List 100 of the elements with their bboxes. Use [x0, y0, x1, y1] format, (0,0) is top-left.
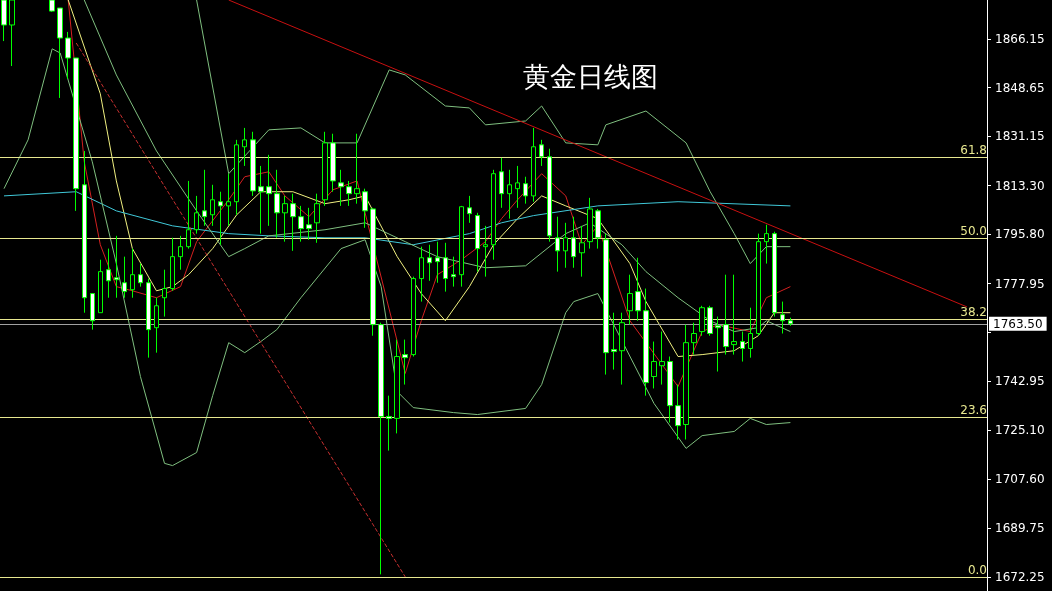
candlestick	[202, 169, 207, 227]
candlestick	[723, 274, 729, 356]
candlestick	[667, 356, 673, 424]
candlestick	[242, 127, 247, 167]
candlestick	[378, 322, 384, 575]
candlestick	[715, 316, 721, 373]
candlestick	[138, 263, 143, 288]
annotation: 50.0	[960, 224, 987, 239]
candlestick	[9, 0, 15, 67]
candlestick	[226, 173, 231, 227]
candlestick	[210, 184, 215, 227]
candlestick	[587, 197, 593, 250]
y-tick-label: 1866.15	[995, 31, 1045, 46]
candlestick	[234, 139, 239, 216]
candlestick	[170, 237, 175, 292]
candlestick	[675, 384, 681, 440]
line-series	[3, 191, 791, 246]
candlestick	[627, 274, 633, 326]
candlestick	[619, 312, 625, 386]
candlestick	[314, 193, 320, 244]
candlestick	[394, 339, 400, 434]
candlestick	[595, 208, 601, 250]
candlestick	[731, 274, 737, 356]
candlestick	[330, 133, 336, 193]
y-tick-label: 1813.30	[995, 178, 1045, 193]
candlestick	[298, 205, 304, 243]
candlestick	[772, 231, 777, 318]
candlestick	[130, 248, 135, 299]
candlestick	[338, 169, 344, 207]
candlestick	[651, 341, 657, 389]
candlestick	[611, 312, 617, 371]
candlestick	[282, 195, 288, 243]
annotation: 0.0	[967, 562, 987, 577]
candlestick	[459, 205, 464, 288]
candlestick	[707, 305, 713, 337]
candlestick	[740, 331, 745, 363]
candlestick	[178, 235, 183, 271]
candlestick	[443, 242, 448, 293]
candlestick	[499, 157, 504, 209]
candlestick	[411, 276, 416, 358]
candlestick	[346, 180, 352, 207]
candlestick	[523, 176, 528, 205]
candlestick	[218, 191, 223, 246]
candlestick	[788, 317, 793, 327]
candlestick	[250, 131, 256, 197]
candlestick	[531, 127, 536, 203]
candlestick	[386, 395, 392, 452]
candlestick	[563, 222, 568, 269]
ref-line-label: 1763.50	[993, 316, 1043, 331]
candlestick	[114, 235, 119, 299]
candlestick	[539, 139, 544, 167]
line-series	[196, 0, 791, 265]
candlestick	[49, 0, 55, 13]
candlestick	[451, 256, 456, 288]
candlestick	[162, 269, 167, 318]
candlestick	[635, 257, 641, 322]
candlestick	[659, 331, 665, 386]
candlestick	[683, 324, 689, 440]
candlestick	[515, 165, 520, 209]
y-tick-label: 1725.10	[995, 423, 1045, 438]
y-tick-label: 1742.95	[995, 373, 1045, 388]
candlestick	[764, 224, 769, 265]
candlestick	[274, 169, 280, 239]
y-tick-label: 1831.15	[995, 129, 1045, 144]
candlestick	[258, 165, 264, 235]
candlestick	[290, 193, 296, 252]
candlestick	[90, 293, 95, 331]
candlestick	[507, 169, 512, 220]
candlestick	[154, 297, 159, 354]
candlestick	[748, 307, 753, 359]
candlestick	[483, 225, 488, 278]
y-tick-label: 1689.75	[995, 521, 1045, 536]
candlestick	[322, 131, 328, 207]
y-tick-label: 1795.80	[995, 227, 1045, 242]
y-tick-label: 1707.60	[995, 471, 1045, 486]
candlestick	[555, 216, 560, 273]
y-tick-label: 1777.95	[995, 276, 1045, 291]
candlestick	[643, 288, 649, 397]
candlestick	[402, 339, 408, 386]
candlestick	[194, 195, 199, 235]
candlestick	[106, 248, 111, 299]
candlestick	[306, 207, 312, 241]
line-series	[3, 48, 791, 467]
candlestick	[491, 169, 496, 261]
candlestick	[82, 150, 87, 314]
candlestick	[699, 305, 705, 337]
candlestick	[467, 195, 472, 224]
candlestick	[475, 212, 480, 273]
candlestick	[1, 0, 7, 42]
candlestick	[603, 233, 609, 376]
annotation: 23.6	[960, 403, 987, 418]
candlestick	[186, 180, 191, 250]
candlestick	[122, 256, 127, 299]
candlestick	[691, 322, 697, 356]
text: 黄金日线图	[523, 61, 658, 92]
candlestick	[547, 148, 552, 243]
candlestick	[435, 241, 440, 284]
annotation: 38.2	[960, 305, 987, 320]
candlestick	[98, 259, 103, 314]
candlestick	[57, 7, 63, 99]
